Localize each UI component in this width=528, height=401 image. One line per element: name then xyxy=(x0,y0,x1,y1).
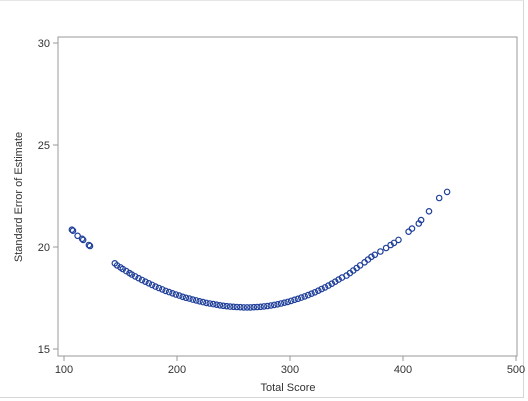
data-point xyxy=(270,301,278,309)
data-point xyxy=(253,303,261,311)
data-point xyxy=(79,236,87,244)
data-point xyxy=(226,303,234,310)
data-point xyxy=(148,281,156,289)
data-point xyxy=(395,236,402,244)
data-point xyxy=(318,285,325,293)
x-tick-label: 400 xyxy=(394,364,412,376)
data-point xyxy=(237,303,244,311)
data-point xyxy=(159,286,166,293)
data-point xyxy=(213,301,220,309)
data-point xyxy=(304,291,312,299)
data-point xyxy=(169,289,176,297)
data-point xyxy=(113,262,121,269)
data-point xyxy=(435,194,443,202)
data-point xyxy=(425,208,433,215)
data-point xyxy=(186,295,193,302)
data-point xyxy=(135,274,142,282)
data-point xyxy=(122,267,130,275)
data-point xyxy=(371,251,379,259)
data-point xyxy=(172,291,180,298)
data-point xyxy=(335,276,342,283)
data-point xyxy=(314,287,322,295)
data-point xyxy=(281,299,288,307)
y-tick-label: 15 xyxy=(38,344,50,356)
data-point xyxy=(377,248,384,255)
data-point xyxy=(223,302,231,310)
data-point xyxy=(128,271,136,278)
data-point xyxy=(311,288,319,296)
y-axis: 15 20 25 30 xyxy=(38,38,58,356)
data-points xyxy=(68,188,451,311)
x-tick-label: 200 xyxy=(168,364,186,376)
data-point xyxy=(267,302,275,309)
data-point xyxy=(68,226,76,234)
data-point xyxy=(368,253,375,261)
data-point xyxy=(206,300,214,307)
data-point xyxy=(189,296,197,303)
data-point xyxy=(182,294,190,302)
data-point xyxy=(328,280,336,288)
data-point xyxy=(257,303,264,311)
data-point xyxy=(142,278,149,286)
data-point xyxy=(247,304,254,311)
data-point xyxy=(277,300,285,307)
data-point xyxy=(321,284,329,291)
data-point xyxy=(284,298,292,306)
data-point xyxy=(325,282,332,289)
data-point xyxy=(152,283,159,290)
data-point xyxy=(274,300,281,308)
data-point xyxy=(86,242,94,250)
data-point xyxy=(233,303,241,311)
plot-area xyxy=(57,36,518,357)
data-point xyxy=(390,239,398,247)
data-point xyxy=(291,296,298,304)
data-point xyxy=(209,300,217,308)
data-point xyxy=(220,302,227,310)
y-tick-label: 30 xyxy=(38,38,50,50)
data-point xyxy=(203,299,210,307)
x-tick-label: 500 xyxy=(507,364,525,376)
data-point xyxy=(408,225,416,232)
data-point xyxy=(138,276,146,284)
data-point xyxy=(240,304,248,311)
data-point xyxy=(145,279,153,287)
x-axis: 100 200 300 400 500 xyxy=(55,356,525,376)
data-point xyxy=(78,235,86,243)
data-point xyxy=(74,232,81,240)
x-axis-label: Total Score xyxy=(260,382,315,394)
data-point xyxy=(216,301,224,309)
data-point xyxy=(308,290,315,298)
data-point xyxy=(297,294,305,301)
data-point xyxy=(176,292,183,299)
data-point xyxy=(165,288,173,296)
data-point xyxy=(294,295,302,303)
data-point xyxy=(179,293,187,301)
data-point xyxy=(131,273,139,280)
data-point xyxy=(301,293,309,300)
data-point xyxy=(260,303,268,310)
x-tick-label: 100 xyxy=(55,364,73,376)
data-point xyxy=(443,188,451,196)
data-point xyxy=(230,303,237,311)
data-point xyxy=(417,216,425,224)
data-point xyxy=(199,298,207,306)
data-point xyxy=(356,262,364,269)
y-axis-label: Standard Error of Estimate xyxy=(13,132,25,262)
data-point xyxy=(69,227,77,235)
y-tick-label: 25 xyxy=(38,140,50,152)
data-point xyxy=(192,297,200,304)
x-tick-label: 300 xyxy=(281,364,299,376)
data-point xyxy=(85,241,93,249)
data-point xyxy=(243,304,251,311)
data-point xyxy=(264,302,271,310)
data-point xyxy=(155,284,163,292)
data-point xyxy=(382,244,390,252)
data-point xyxy=(162,287,170,295)
data-point xyxy=(250,303,258,311)
data-point xyxy=(287,297,295,305)
data-point xyxy=(196,297,203,305)
y-tick-label: 20 xyxy=(38,242,50,254)
